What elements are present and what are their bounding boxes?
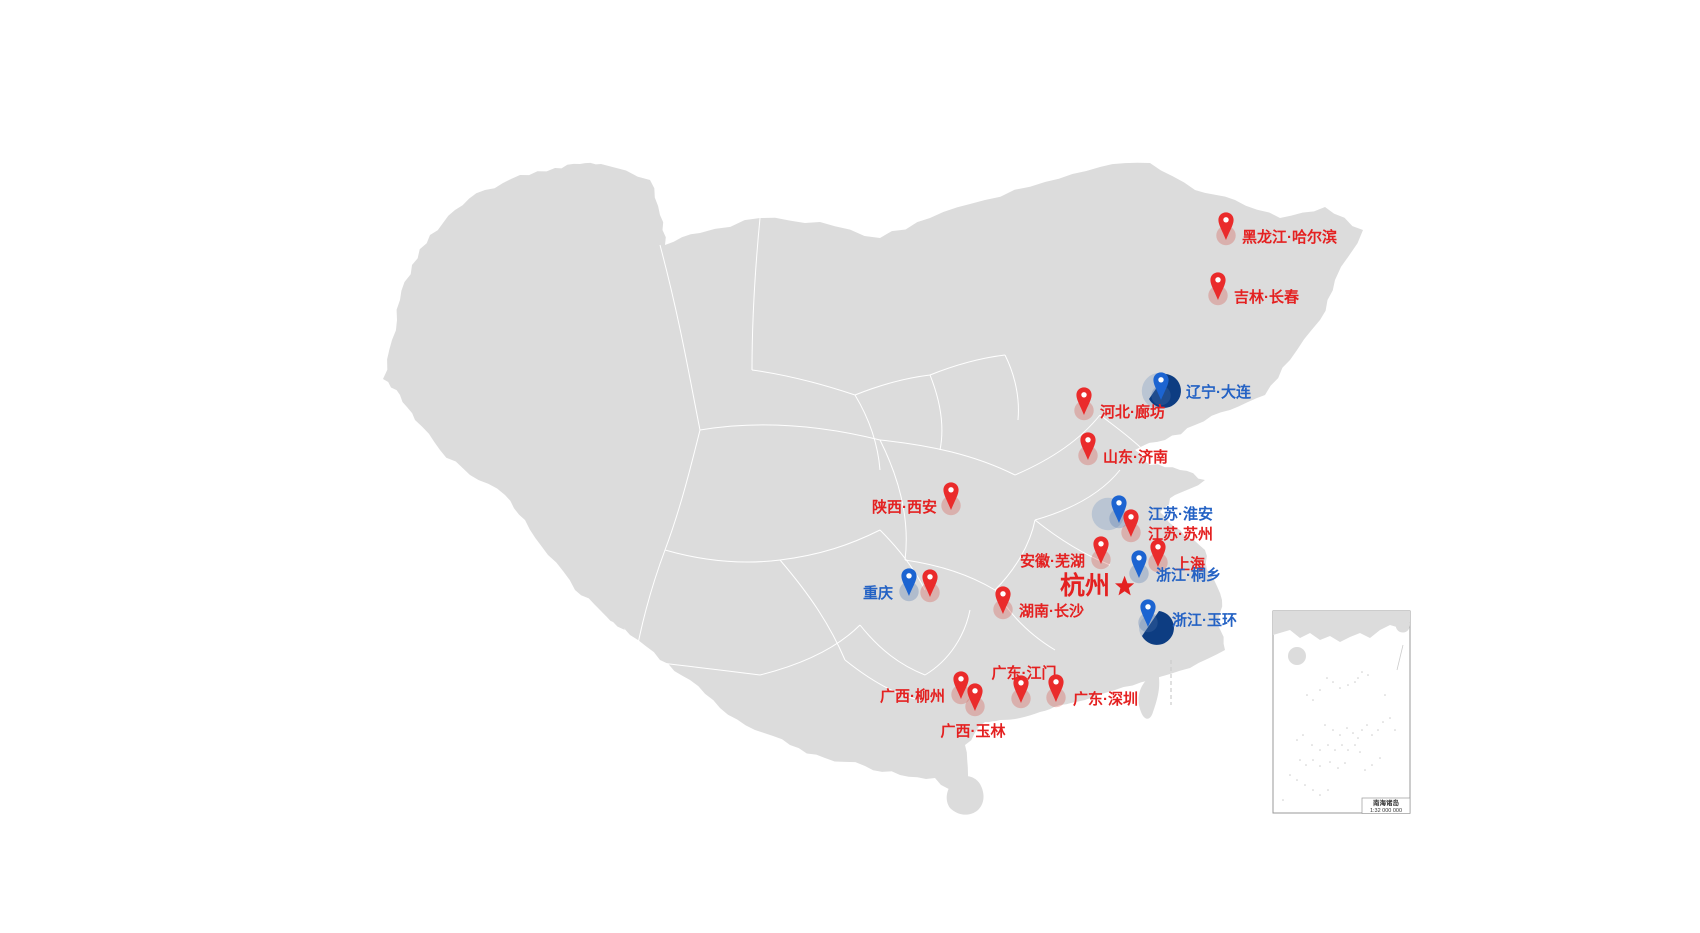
svg-text:南海诸岛: 南海诸岛 — [1373, 798, 1400, 807]
svg-text:1:32 000 000: 1:32 000 000 — [1370, 808, 1402, 814]
svg-text:广东·江门: 广东·江门 — [992, 664, 1057, 682]
svg-text:广西·柳州: 广西·柳州 — [880, 687, 945, 705]
svg-text:山东·济南: 山东·济南 — [1103, 448, 1168, 466]
svg-text:辽宁·大连: 辽宁·大连 — [1186, 383, 1252, 401]
svg-text:重庆: 重庆 — [863, 584, 893, 602]
svg-text:黑龙江·哈尔滨: 黑龙江·哈尔滨 — [1242, 228, 1337, 246]
svg-text:河北·廊坊: 河北·廊坊 — [1100, 403, 1165, 421]
svg-text:江苏·淮安: 江苏·淮安 — [1148, 505, 1213, 523]
svg-text:浙江·桐乡: 浙江·桐乡 — [1156, 566, 1221, 584]
svg-text:吉林·长春: 吉林·长春 — [1234, 288, 1299, 306]
svg-text:安徽·芜湖: 安徽·芜湖 — [1020, 552, 1085, 570]
svg-text:广西·玉林: 广西·玉林 — [941, 722, 1007, 740]
svg-text:陕西·西安: 陕西·西安 — [872, 498, 937, 516]
svg-text:杭州: 杭州 — [1060, 571, 1110, 600]
svg-text:湖南·长沙: 湖南·长沙 — [1019, 602, 1084, 620]
svg-text:广东·深圳: 广东·深圳 — [1073, 690, 1138, 708]
svg-text:浙江·玉环: 浙江·玉环 — [1172, 611, 1237, 629]
